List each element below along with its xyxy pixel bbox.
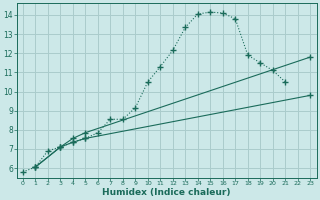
X-axis label: Humidex (Indice chaleur): Humidex (Indice chaleur)	[102, 188, 231, 197]
